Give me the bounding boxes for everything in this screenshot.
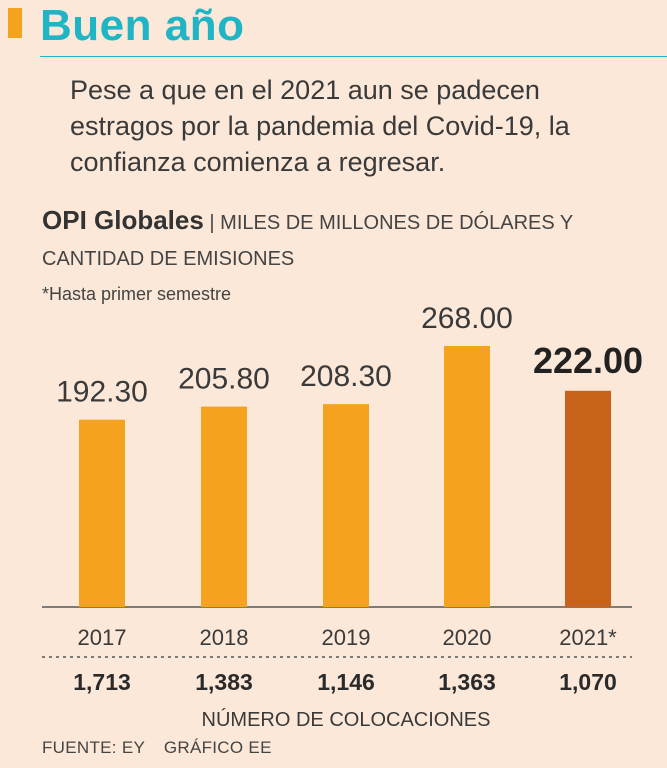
placement-count: 1,383 [195, 669, 253, 695]
placement-count: 1,070 [559, 669, 617, 695]
bar-2020 [444, 346, 490, 607]
page-title: Buen año [40, 1, 245, 50]
title-divider [40, 56, 667, 57]
x-tick-label: 2019 [322, 625, 371, 650]
x-tick-label: 2020 [443, 625, 492, 650]
placement-count: 1,363 [438, 669, 496, 695]
value-label: 208.30 [300, 360, 392, 393]
bar-2019 [323, 404, 369, 607]
accent-bar [8, 8, 22, 38]
placement-count: 1,713 [73, 669, 131, 695]
placement-count: 1,146 [317, 669, 375, 695]
chart-units: MILES DE MILLONES DE DÓLARES Y CANTIDAD … [42, 212, 573, 270]
value-label: 192.30 [56, 376, 148, 409]
value-label: 222.00 [533, 340, 643, 381]
source-text: FUENTE: EY [42, 738, 145, 757]
subtitle: Pese a que en el 2021 aun se padecen est… [70, 75, 570, 177]
x-tick-label: 2021* [559, 625, 617, 650]
secondary-series-label: NÚMERO DE COLOCACIONES [202, 708, 491, 731]
chart-header-separator: | [209, 212, 215, 234]
x-tick-label: 2018 [200, 625, 249, 650]
chart-title: OPI Globales [42, 205, 204, 235]
bar-2018 [201, 406, 247, 607]
chart-note: *Hasta primer semestre [42, 284, 232, 304]
bar-2017 [79, 419, 125, 607]
bar-2021 [565, 390, 611, 607]
chart-header: OPI Globales | MILES DE MILLONES DE DÓLA… [42, 202, 642, 277]
graphic-credit: GRÁFICO EE [163, 738, 272, 757]
value-label: 268.00 [421, 302, 513, 335]
x-tick-label: 2017 [78, 625, 127, 650]
source-line: FUENTE: EY GRÁFICO EE [42, 738, 272, 758]
value-label: 205.80 [178, 363, 270, 396]
